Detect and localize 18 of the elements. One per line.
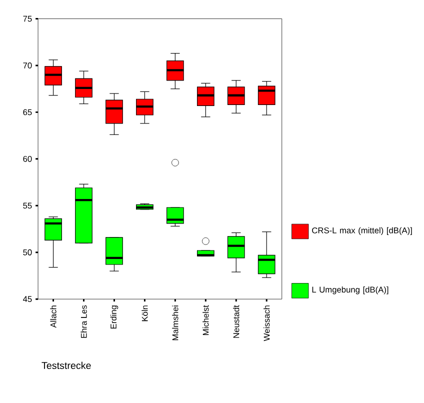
x-tick-label: Ehra Les [80, 305, 87, 338]
x-tick-label: Malmshei [172, 306, 178, 340]
y-tick-label: 70 [23, 62, 32, 69]
y-tick-label: 55 [23, 202, 32, 209]
x-tick-label: Köln [142, 306, 148, 322]
y-tick-label: 65 [23, 109, 32, 116]
legend-label: L Umgebung [dB(A)] [312, 286, 388, 294]
x-tick-label: Allach [50, 306, 56, 328]
x-tick-label: Michelst [202, 305, 209, 336]
y-tick-label: 60 [23, 156, 32, 162]
legend-label: CRS-L max (mittel) [dB(A)] [312, 227, 412, 236]
y-tick-label: 45 [22, 296, 32, 302]
x-axis-title: Teststrecke [42, 362, 91, 370]
x-tick-label: Weissach [264, 306, 270, 342]
y-tick-label: 50 [23, 250, 32, 256]
x-tick-label: Erding [110, 306, 118, 329]
x-tick-label: Neustadt [233, 305, 240, 338]
y-tick-label: 75 [23, 16, 32, 22]
